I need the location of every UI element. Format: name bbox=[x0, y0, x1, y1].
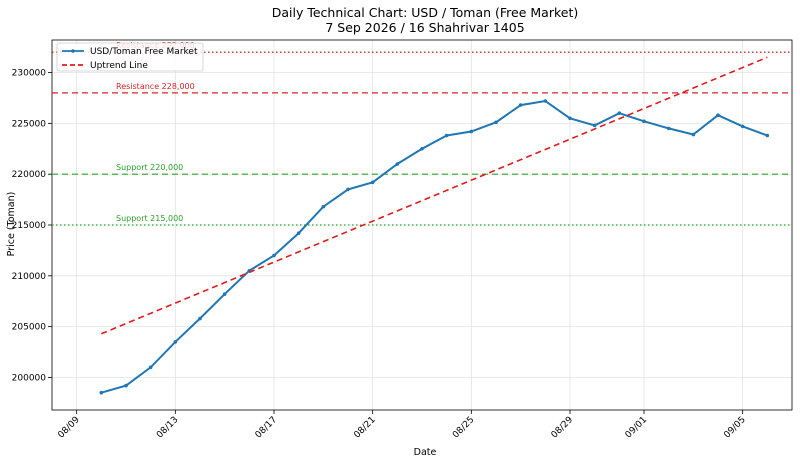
price-line bbox=[101, 99, 768, 394]
data-point bbox=[617, 111, 622, 115]
x-tick-label: 09/01 bbox=[624, 415, 649, 440]
data-point bbox=[518, 103, 523, 107]
data-point bbox=[666, 126, 671, 131]
data-point bbox=[321, 204, 326, 209]
legend-label: USD/Toman Free Market bbox=[90, 47, 198, 57]
reference-line-label: Support 220,000 bbox=[116, 163, 183, 172]
data-point bbox=[222, 292, 227, 296]
y-tick-label: 225000 bbox=[12, 119, 47, 129]
y-tick-label: 230000 bbox=[12, 69, 47, 79]
reference-line-label: Support 215,000 bbox=[116, 214, 183, 223]
y-tick-label: 210000 bbox=[12, 272, 47, 282]
uptrend-line bbox=[100, 56, 768, 335]
data-point bbox=[395, 162, 400, 166]
data-point bbox=[642, 119, 646, 124]
y-tick-label: 205000 bbox=[12, 323, 47, 333]
data-point bbox=[99, 390, 104, 395]
data-point bbox=[173, 340, 178, 344]
data-point bbox=[740, 124, 745, 129]
x-tick-label: 08/21 bbox=[352, 415, 377, 440]
x-tick-label: 08/17 bbox=[254, 415, 279, 440]
data-point bbox=[494, 120, 498, 125]
x-tick-label: 08/25 bbox=[451, 415, 476, 440]
y-tick-label: 215000 bbox=[12, 221, 47, 231]
data-point bbox=[148, 365, 153, 370]
chart-subtitle: 7 Sep 2026 / 16 Shahrivar 1405 bbox=[325, 20, 524, 35]
legend: USD/Toman Free Market Uptrend Line bbox=[56, 42, 204, 72]
data-point bbox=[346, 187, 350, 192]
y-tick-label: 220000 bbox=[12, 170, 47, 180]
x-tick-label: 09/05 bbox=[722, 415, 747, 440]
legend-box bbox=[56, 42, 204, 72]
x-tick-label: 08/29 bbox=[550, 415, 576, 441]
data-point bbox=[765, 133, 770, 138]
data-point bbox=[198, 316, 202, 321]
legend-marker bbox=[71, 49, 75, 53]
data-point bbox=[568, 116, 572, 121]
data-point bbox=[272, 253, 276, 258]
data-point bbox=[124, 383, 128, 388]
data-point bbox=[543, 99, 548, 103]
legend-label: Uptrend Line bbox=[90, 61, 148, 71]
x-tick-label: 08/13 bbox=[155, 415, 180, 440]
chart-title: Daily Technical Chart: USD / Toman (Free… bbox=[272, 5, 579, 20]
data-point bbox=[691, 132, 696, 137]
y-axis-label: Price (Toman) bbox=[6, 192, 17, 257]
data-point bbox=[370, 180, 375, 185]
x-tick-label: 08/09 bbox=[56, 415, 82, 441]
x-axis-label: Date bbox=[414, 447, 437, 458]
data-point bbox=[444, 133, 449, 138]
y-tick-label: 200000 bbox=[12, 373, 47, 383]
data-point bbox=[469, 129, 474, 134]
reference-line-label: Resistance 228,000 bbox=[116, 82, 195, 91]
data-point bbox=[592, 123, 597, 128]
data-point bbox=[716, 113, 720, 118]
data-point bbox=[420, 146, 424, 151]
data-point bbox=[296, 231, 301, 235]
